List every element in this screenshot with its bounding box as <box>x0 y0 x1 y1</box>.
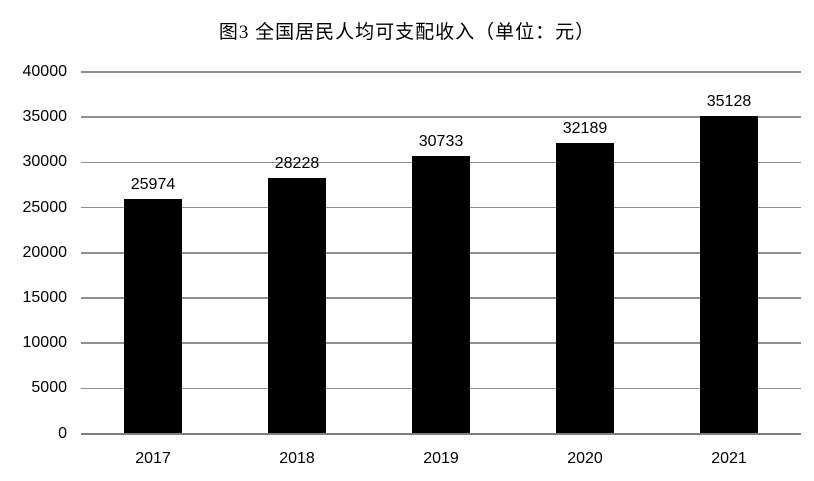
chart-title: 图3 全国居民人均可支配收入（单位：元） <box>218 22 596 43</box>
y-tick-label: 5000 <box>31 379 67 397</box>
gridline <box>81 71 801 73</box>
x-tick-label: 2020 <box>567 450 603 467</box>
x-tick-label: 2017 <box>135 450 171 467</box>
y-tick-label: 30000 <box>22 153 68 171</box>
bar-value-label: 25974 <box>130 175 176 193</box>
y-tick-label: 15000 <box>22 288 68 306</box>
bar-value-label: 30733 <box>418 132 464 150</box>
y-tick-label: 40000 <box>22 63 68 80</box>
x-tick-label: 2018 <box>279 450 315 467</box>
y-tick-label: 35000 <box>22 108 68 126</box>
bar <box>700 116 758 434</box>
bar-value-label: 35128 <box>706 93 752 111</box>
bar-value-label: 32189 <box>562 119 608 137</box>
x-axis-line <box>81 432 801 435</box>
x-tick-label: 2021 <box>711 450 747 467</box>
y-tick-label: 0 <box>58 424 67 442</box>
gridline <box>81 116 801 118</box>
bar <box>124 198 182 434</box>
y-tick-label: 10000 <box>22 334 68 352</box>
bar-value-label: 28228 <box>274 155 320 173</box>
bar <box>556 142 614 434</box>
y-tick-label: 25000 <box>22 198 68 216</box>
bar <box>412 155 470 434</box>
bar <box>268 178 326 434</box>
y-tick-label: 20000 <box>22 243 68 261</box>
x-tick-label: 2019 <box>423 450 459 467</box>
